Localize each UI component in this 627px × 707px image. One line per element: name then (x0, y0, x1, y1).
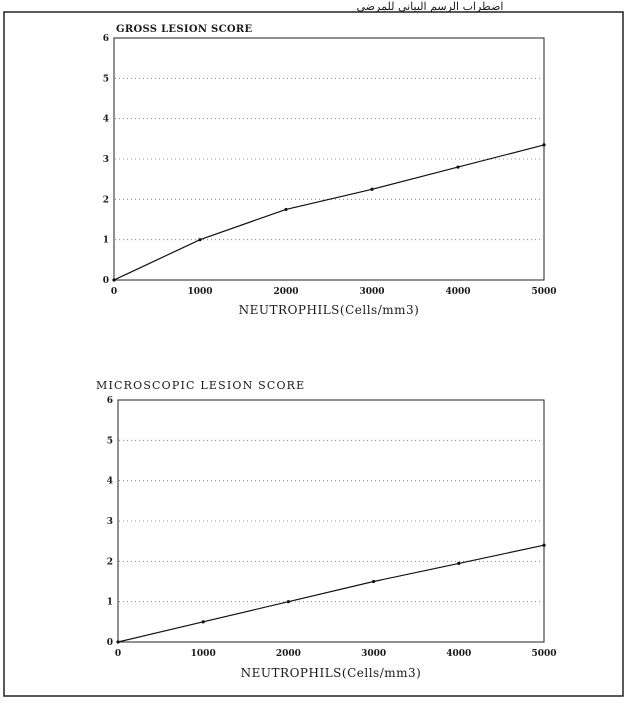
plot-frame (117, 399, 545, 643)
data-point (542, 543, 546, 547)
x-tick-labels: 0 1000 2000 3000 4000 5000 (115, 649, 557, 659)
grid-lines (119, 439, 543, 603)
microscopic-lesion-chart: MICROSCOPIC LESION SCORE 0 1 2 3 4 5 6 0 1000 20… (96, 379, 557, 680)
data-point (286, 600, 290, 604)
gross-lesion-chart: GROSS LESION SCORE 0 1 2 3 4 5 6 0 1000 2000 3000… (103, 24, 557, 317)
x-axis-label: NEUTROPHILS(Cells/mm3) (239, 303, 420, 317)
y-tick-label: 1 (103, 236, 109, 246)
plot-frame (113, 37, 545, 281)
y-tick-labels: 0 1 2 3 4 5 6 (107, 396, 113, 648)
y-tick-label: 2 (107, 557, 113, 567)
x-tick-label: 2000 (273, 287, 298, 297)
x-tick-label: 4000 (445, 287, 470, 297)
data-point (112, 278, 116, 282)
x-tick-label: 3000 (361, 649, 386, 659)
data-point (542, 143, 546, 147)
data-point (284, 207, 288, 212)
y-tick-label: 3 (103, 155, 109, 165)
x-tick-label: 5000 (531, 287, 556, 297)
data-point (456, 165, 460, 169)
chart-title: GROSS LESION SCORE (116, 24, 252, 35)
y-tick-label: 4 (103, 115, 109, 125)
data-point (198, 238, 202, 242)
chart-title: MICROSCOPIC LESION SCORE (96, 379, 305, 392)
x-tick-label: 3000 (359, 287, 384, 297)
y-tick-label: 0 (107, 638, 113, 648)
x-tick-labels: 0 1000 2000 3000 4000 5000 (111, 287, 557, 297)
data-point (457, 561, 461, 565)
y-tick-label: 5 (103, 74, 109, 84)
x-tick-label: 1000 (187, 287, 212, 297)
y-tick-label: 1 (107, 598, 113, 608)
header-fragment: اضطراب الرسم البياني للمرضى (357, 0, 504, 13)
x-tick-label: 1000 (191, 649, 216, 659)
series-line (117, 544, 545, 643)
grid-lines (115, 77, 543, 241)
data-point (370, 187, 374, 191)
y-tick-label: 3 (107, 517, 113, 527)
y-tick-label: 5 (107, 436, 113, 446)
data-point (116, 640, 120, 644)
x-tick-label: 4000 (446, 649, 471, 659)
series-line (113, 144, 545, 281)
x-tick-label: 2000 (276, 649, 301, 659)
series-group (116, 543, 546, 644)
y-tick-label: 6 (103, 34, 109, 44)
y-tick-label: 2 (103, 195, 109, 205)
x-tick-label: 0 (111, 287, 117, 297)
data-point (372, 579, 376, 584)
data-point (201, 620, 205, 624)
y-tick-label: 0 (103, 276, 109, 286)
series-group (112, 143, 546, 282)
x-tick-label: 5000 (531, 649, 556, 659)
y-tick-labels: 0 1 2 3 4 5 6 (103, 34, 109, 286)
y-tick-label: 6 (107, 396, 113, 406)
y-tick-label: 4 (107, 477, 113, 487)
x-tick-label: 0 (115, 649, 121, 659)
x-axis-label: NEUTROPHILS(Cells/mm3) (241, 666, 422, 680)
page-frame (3, 11, 624, 697)
